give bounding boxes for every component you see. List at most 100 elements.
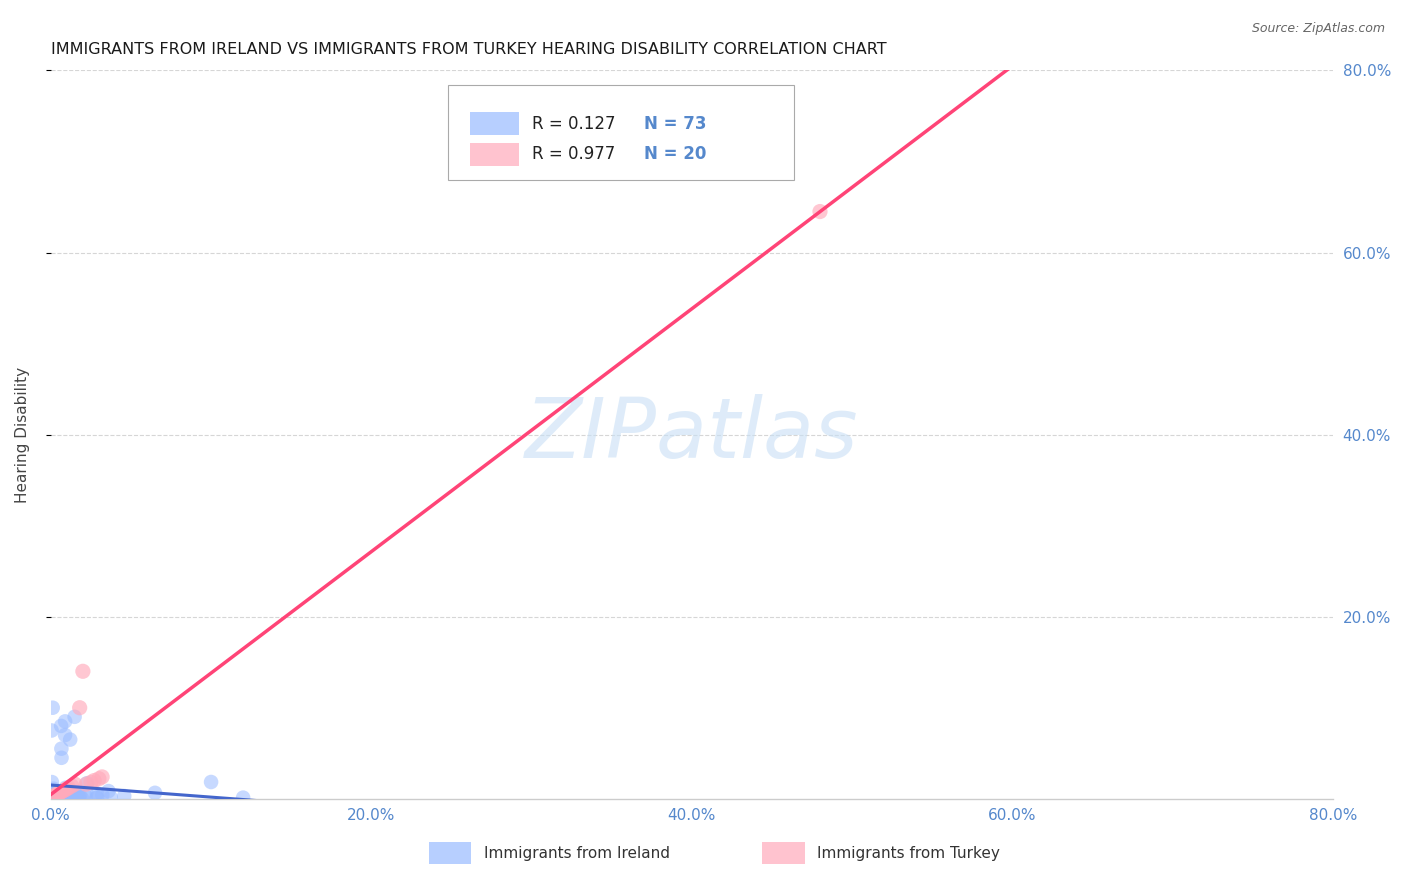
Point [69, 789, 91, 803]
Point [55, 780, 77, 795]
Point [51, 741, 73, 756]
Text: N = 73: N = 73 [644, 114, 707, 133]
Point [41, 791, 63, 805]
Point [53, 791, 76, 805]
Point [62, 791, 84, 805]
Point [91, 788, 114, 802]
Y-axis label: Hearing Disability: Hearing Disability [15, 367, 30, 503]
Point [41, 723, 63, 738]
Point [53, 714, 76, 729]
Point [42, 785, 65, 799]
Point [91, 770, 114, 784]
Point [48, 787, 70, 801]
Point [51, 791, 73, 805]
Point [52, 785, 75, 799]
Point [51, 789, 73, 804]
Text: R = 0.127: R = 0.127 [531, 114, 614, 133]
Point [62, 789, 84, 804]
Point [49, 789, 72, 803]
Point [41, 700, 63, 714]
Point [49, 785, 72, 799]
Point [62, 789, 84, 804]
FancyBboxPatch shape [449, 85, 794, 179]
Point [58, 791, 80, 805]
Point [100, 790, 122, 805]
Point [80, 775, 103, 789]
Point [46, 787, 69, 801]
Point [65, 791, 87, 805]
Point [97, 784, 120, 798]
Point [87, 772, 110, 786]
Point [75, 785, 97, 799]
Point [56, 791, 79, 805]
Point [58, 780, 80, 795]
Point [83, 773, 105, 788]
Point [53, 782, 76, 797]
Point [41, 785, 63, 799]
FancyBboxPatch shape [470, 112, 519, 136]
Point [46, 787, 69, 801]
Point [75, 777, 97, 791]
Point [49, 791, 72, 805]
Point [70, 791, 93, 805]
Point [53, 728, 76, 742]
Point [49, 788, 72, 802]
Point [41, 784, 63, 798]
Point [45, 787, 67, 801]
Point [51, 784, 73, 798]
Point [63, 777, 86, 791]
Point [52, 784, 75, 798]
Text: Immigrants from Turkey: Immigrants from Turkey [817, 846, 1000, 861]
Point [46, 787, 69, 801]
Point [232, 790, 254, 805]
Point [60, 779, 83, 793]
Point [49, 719, 72, 733]
Point [46, 789, 69, 804]
Point [75, 789, 97, 804]
Point [52, 783, 75, 797]
Point [76, 776, 98, 790]
Point [46, 788, 69, 802]
Point [56, 788, 79, 802]
Text: Immigrants from Ireland: Immigrants from Ireland [484, 846, 671, 861]
Point [55, 788, 77, 802]
Text: Source: ZipAtlas.com: Source: ZipAtlas.com [1251, 22, 1385, 36]
Point [66, 791, 89, 805]
Point [808, 204, 831, 219]
Point [48, 786, 70, 800]
Point [48, 791, 70, 805]
FancyBboxPatch shape [470, 143, 519, 166]
Point [65, 785, 87, 799]
Point [44, 787, 66, 801]
Point [69, 700, 91, 714]
Point [52, 790, 75, 805]
Point [56, 781, 79, 796]
Point [51, 786, 73, 800]
Point [112, 789, 135, 803]
Point [48, 786, 70, 800]
Point [45, 790, 67, 805]
Point [53, 789, 76, 804]
Point [66, 785, 89, 799]
Point [44, 789, 66, 804]
Point [42, 781, 65, 796]
FancyBboxPatch shape [762, 842, 804, 864]
Point [45, 788, 67, 802]
Point [86, 790, 108, 805]
Point [59, 732, 82, 747]
Point [52, 789, 75, 803]
Text: R = 0.977: R = 0.977 [531, 145, 614, 163]
Point [41, 775, 63, 789]
Point [60, 787, 83, 801]
Point [72, 665, 94, 679]
Point [42, 789, 65, 803]
Text: N = 20: N = 20 [644, 145, 707, 163]
Point [46, 789, 69, 803]
Point [86, 790, 108, 805]
Point [60, 784, 83, 798]
Text: IMMIGRANTS FROM IRELAND VS IMMIGRANTS FROM TURKEY HEARING DISABILITY CORRELATION: IMMIGRANTS FROM IRELAND VS IMMIGRANTS FR… [51, 42, 886, 57]
Point [53, 783, 76, 797]
Point [86, 787, 108, 801]
Point [51, 751, 73, 765]
Text: ZIPatlas: ZIPatlas [524, 394, 859, 475]
